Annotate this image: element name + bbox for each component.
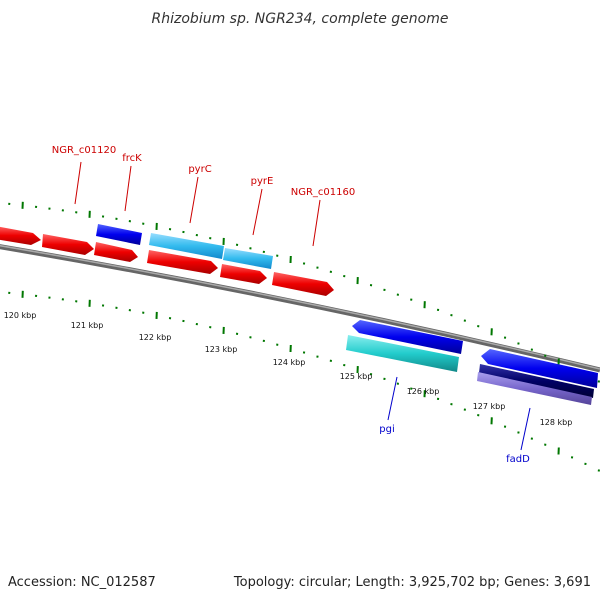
gene-label-ngr-c01120[interactable]: NGR_c01120 — [52, 145, 117, 156]
label-leaders — [74, 161, 531, 451]
gene-label-pyrc[interactable]: pyrC — [188, 164, 211, 175]
leader-line — [387, 376, 398, 421]
forward-strand-genes — [0, 224, 334, 296]
gene-arrow-fadd-navy[interactable] — [479, 364, 594, 398]
gene-arrow-pyre[interactable] — [223, 248, 273, 269]
kbp-label: 124 kbp — [273, 358, 306, 367]
gene-arrow-pyrc[interactable] — [149, 233, 224, 259]
gene-arrow-fadd[interactable] — [477, 372, 592, 405]
kbp-label: 122 kbp — [139, 333, 172, 342]
leader-line — [124, 165, 132, 212]
kbp-label: 120 kbp — [4, 311, 37, 320]
gene-arrow[interactable] — [94, 242, 138, 262]
gene-arrow[interactable] — [272, 272, 334, 296]
genome-backbone — [0, 244, 600, 373]
leader-line — [74, 161, 82, 205]
kbp-label: 127 kbp — [473, 402, 506, 411]
kbp-label: 128 kbp — [540, 418, 573, 427]
kbp-label: 125 kbp — [340, 372, 373, 381]
gene-label-ngr-c01160[interactable]: NGR_c01160 — [291, 187, 356, 198]
genome-backbone-highlight — [0, 244, 600, 370]
kbp-scale: 120 kbp 121 kbp 122 kbp 123 kbp 124 kbp … — [4, 311, 573, 427]
gene-label-pyre[interactable]: pyrE — [251, 176, 274, 187]
gene-arrow-pgi-region[interactable] — [352, 320, 463, 354]
gene-arrow[interactable] — [220, 264, 267, 284]
gene-arrow[interactable] — [481, 349, 598, 388]
gene-arrow[interactable] — [147, 250, 218, 274]
leader-line — [520, 407, 531, 451]
kbp-label: 126 kbp — [407, 387, 440, 396]
gene-label-pgi[interactable]: pgi — [379, 424, 394, 435]
map-title: Rhizobium sp. NGR234, complete genome — [152, 11, 449, 27]
gene-arrow[interactable] — [42, 234, 94, 255]
gene-label-frck[interactable]: frcK — [122, 153, 142, 164]
gene-arrow-frck[interactable] — [96, 224, 142, 245]
gene-arrow[interactable] — [0, 226, 41, 245]
upper-tick-track — [8, 201, 600, 383]
topology-text: Topology: circular; Length: 3,925,702 bp… — [233, 575, 591, 590]
gene-arrow-pgi[interactable] — [346, 335, 459, 372]
lower-tick-track — [8, 290, 600, 472]
kbp-label: 121 kbp — [71, 321, 104, 330]
reverse-strand-genes — [346, 320, 598, 405]
accession-text: Accession: NC_012587 — [8, 575, 156, 590]
leader-line — [189, 176, 199, 224]
leader-line — [312, 199, 321, 247]
leader-line — [252, 188, 263, 236]
kbp-label: 123 kbp — [205, 345, 238, 354]
gene-label-fadd[interactable]: fadD — [506, 454, 530, 465]
